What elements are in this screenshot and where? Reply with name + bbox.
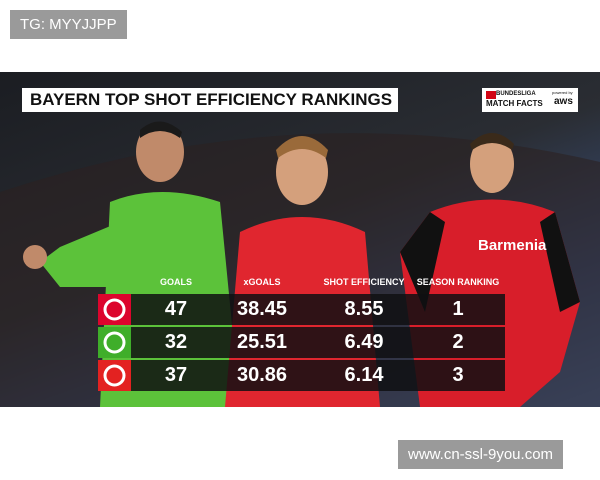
table-cell: 32 <box>164 331 188 353</box>
column-header: SEASON RANKING <box>416 277 500 287</box>
team-badge <box>98 360 131 391</box>
player-fist <box>23 245 47 269</box>
team-crest <box>103 298 126 321</box>
table-cell: 8.55 <box>344 298 384 320</box>
logo-sponsor: aws <box>554 96 573 107</box>
table-row: 47 38.45 8.55 1 <box>98 294 505 325</box>
player-hair <box>470 133 514 150</box>
table-cell: 37 <box>164 364 188 386</box>
player-hair <box>276 136 328 158</box>
player-head <box>136 122 184 182</box>
table-cell: 47 <box>164 298 188 320</box>
table-row: 32 25.51 6.49 2 <box>98 327 505 358</box>
logo-powered-by: powered by <box>552 90 573 95</box>
table-cell: 2 <box>452 331 464 353</box>
table-row: 37 30.86 6.14 3 <box>98 360 505 391</box>
team-badge <box>98 327 131 358</box>
player-head <box>470 135 514 193</box>
watermark: TG: MYYJJPP <box>10 10 127 39</box>
table-cell: 30.86 <box>236 364 288 386</box>
logo: BUNDESLIGA MATCH FACTS powered by aws <box>482 88 578 112</box>
table-cell: 25.51 <box>236 331 288 353</box>
team-crest <box>103 364 126 387</box>
title: BAYERN TOP SHOT EFFICIENCY RANKINGS <box>22 88 398 112</box>
logo-icon <box>486 91 496 99</box>
player-hair <box>140 121 182 138</box>
team-crest <box>103 331 126 354</box>
column-header: xGOALS <box>243 277 281 287</box>
column-header: GOALS <box>159 277 192 287</box>
shirt-sponsor: Barmenia <box>478 237 547 254</box>
table-cell: 6.49 <box>344 331 384 353</box>
table-cell: 38.45 <box>236 298 288 320</box>
player-sleeves <box>400 212 580 312</box>
column-header: SHOT EFFICIENCY <box>323 277 405 287</box>
table-cell: 1 <box>452 298 464 320</box>
logo-product: MATCH FACTS <box>486 99 543 108</box>
table-cell: 3 <box>452 364 464 386</box>
table-cell: 6.14 <box>344 364 384 386</box>
team-badge <box>98 294 131 325</box>
watermark: www.cn-ssl-9you.com <box>398 440 564 469</box>
banner: Barmenia BAYERN TOP SHOT EFFICIENCY RANK… <box>0 72 600 407</box>
logo-brand: BUNDESLIGA <box>496 91 536 97</box>
player-head <box>276 139 328 205</box>
